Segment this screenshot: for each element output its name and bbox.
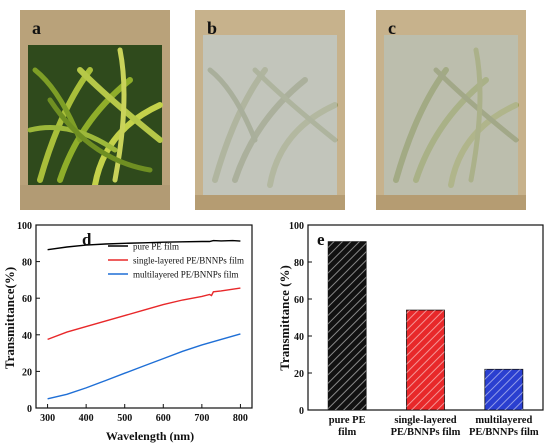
plant-photo-clear bbox=[20, 10, 170, 210]
panel-label-b: b bbox=[207, 18, 218, 38]
plot-frame bbox=[35, 224, 253, 409]
series-line-1 bbox=[47, 287, 241, 341]
y-tick-label: 100 bbox=[17, 221, 32, 232]
category-label: PE/BNNPs film bbox=[469, 427, 539, 438]
y-tick-label: 40 bbox=[294, 332, 304, 343]
y-tick-label: 0 bbox=[27, 404, 32, 415]
x-tick-label: 300 bbox=[40, 413, 55, 424]
y-tick-label: 60 bbox=[22, 294, 32, 305]
x-tick-label: 700 bbox=[194, 413, 209, 424]
legend-label: single-layered PE/BNNPs film bbox=[133, 256, 244, 266]
y-tick-label: 20 bbox=[294, 369, 304, 380]
category-label: film bbox=[338, 427, 356, 438]
series-line-2 bbox=[47, 333, 241, 400]
line-chart-axes: 0 20 40 60 80 100 300 400 500 600 700 800 bbox=[17, 221, 253, 424]
bar-hatch bbox=[328, 241, 367, 410]
panel-label-c: c bbox=[388, 18, 396, 38]
x-axis-label: Wavelength (nm) bbox=[106, 429, 194, 443]
y-tick-label: 40 bbox=[22, 331, 32, 342]
x-tick-label: 800 bbox=[233, 413, 248, 424]
x-tick-label: 600 bbox=[156, 413, 171, 424]
y-tick-label: 100 bbox=[289, 221, 304, 232]
bar-hatch bbox=[484, 369, 523, 410]
y-tick-label: 80 bbox=[22, 258, 32, 269]
plant-photo-hazy bbox=[376, 10, 526, 210]
category-label: single-layered bbox=[394, 415, 456, 426]
y-axis-label: Transmittance(%) bbox=[2, 267, 17, 369]
photo-b: b bbox=[195, 10, 345, 210]
panel-label-d: d bbox=[82, 230, 92, 249]
transmittance-bar-chart: 0 20 40 60 80 100 e Transmittance (%) pure PE… bbox=[277, 221, 544, 438]
line-chart-series bbox=[47, 239, 241, 400]
bar-chart-bars bbox=[327, 241, 524, 411]
bar-chart-axes: 0 20 40 60 80 100 bbox=[289, 221, 544, 417]
legend-label: multilayered PE/BNNPs film bbox=[133, 270, 239, 280]
y-tick-label: 80 bbox=[294, 258, 304, 269]
y-axis-label: Transmittance (%) bbox=[277, 265, 292, 371]
plant-photo-hazy bbox=[195, 10, 345, 210]
series-line-0 bbox=[47, 239, 241, 251]
y-tick-label: 60 bbox=[294, 295, 304, 306]
x-tick-label: 500 bbox=[117, 413, 132, 424]
transmittance-line-chart: 0 20 40 60 80 100 300 400 500 600 700 800 d pure PE… bbox=[2, 221, 253, 443]
panel-label-e: e bbox=[317, 230, 325, 249]
y-tick-label: 0 bbox=[299, 406, 304, 417]
legend-label: pure PE film bbox=[133, 242, 179, 252]
category-label: pure PE bbox=[329, 415, 366, 426]
photo-a: a bbox=[20, 10, 170, 210]
panel-label-a: a bbox=[32, 18, 41, 38]
bar-hatch bbox=[406, 310, 445, 410]
x-tick-label: 400 bbox=[79, 413, 94, 424]
photo-c: c bbox=[376, 10, 526, 210]
line-chart-legend: pure PE film single-layered PE/BNNPs film… bbox=[108, 242, 244, 280]
category-label: PE/BNNPs film bbox=[391, 427, 461, 438]
y-tick-label: 20 bbox=[22, 367, 32, 378]
category-label: multilayered bbox=[475, 415, 532, 426]
